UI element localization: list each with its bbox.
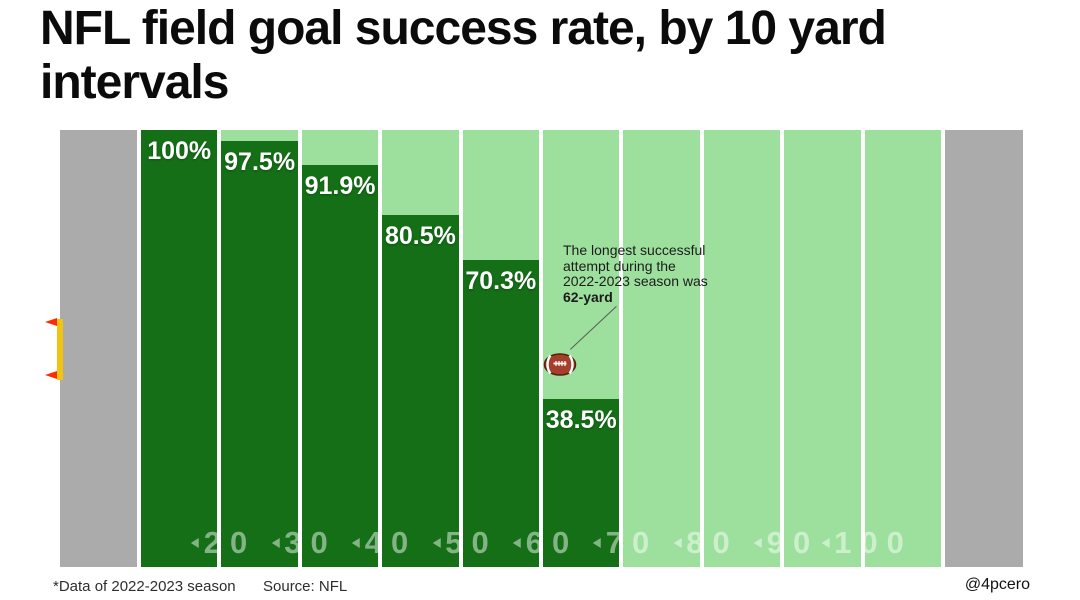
field-column [784,130,861,567]
success-rate-bar: 91.9% [301,165,379,567]
data-footnote: *Data of 2022-2023 season [53,578,236,595]
bar-value-label: 97.5% [224,147,296,176]
success-rate-bar: 80.5% [382,215,459,567]
annotation-text: The longest successful attempt during th… [563,242,708,305]
endzone-right [945,130,1023,567]
football-field: 100% 97.5% 91.9% 80.5% 70.3% 38.5% 20 30 40 50 60… [60,130,1023,567]
success-rate-bar: 97.5% [221,140,298,567]
success-rate-bar: 38.5% [543,398,620,567]
goalpost-flag-bottom-icon [45,371,57,379]
annotation-line2: attempt during the [563,257,676,274]
bar-value-label: 91.9% [304,172,376,201]
bar-value-label: 80.5% [384,222,456,251]
annotation-line3: 2022-2023 season was [563,273,708,289]
bar-value-label: 70.3% [465,266,537,295]
author-credit: @4pcero [964,576,1030,593]
success-rate-bar: 100% [141,130,218,567]
field-column: 80.5% [382,130,459,567]
football-icon [543,351,577,383]
chart-title-line2: intervals [40,56,229,109]
annotation-bold-text: 62-yard [563,288,613,305]
field-column: 97.5% [221,130,298,567]
bar-value-label: 100% [147,137,212,165]
field-column: 100% [141,130,218,567]
source-label: Source: NFL [263,578,348,595]
goalpost-bar-icon [57,319,63,380]
field-column [703,130,781,567]
field-column [864,130,942,567]
endzone-left [60,130,137,567]
field-column: 91.9% [301,130,379,567]
goalpost-flag-top-icon [45,318,57,326]
field-column: 38.5% [543,130,620,567]
success-rate-bar: 70.3% [462,259,540,567]
field-column: 70.3% [462,130,540,567]
chart-title: NFL field goal success rate, by 10 yard … [40,2,1000,110]
annotation-line1: The longest successful [563,242,706,258]
bar-value-label: 38.5% [545,405,617,434]
field-column [623,130,700,567]
chart-title-line1: NFL field goal success rate, by 10 yard [40,2,887,55]
field-columns: 100% 97.5% 91.9% 80.5% 70.3% 38.5% [141,130,942,567]
